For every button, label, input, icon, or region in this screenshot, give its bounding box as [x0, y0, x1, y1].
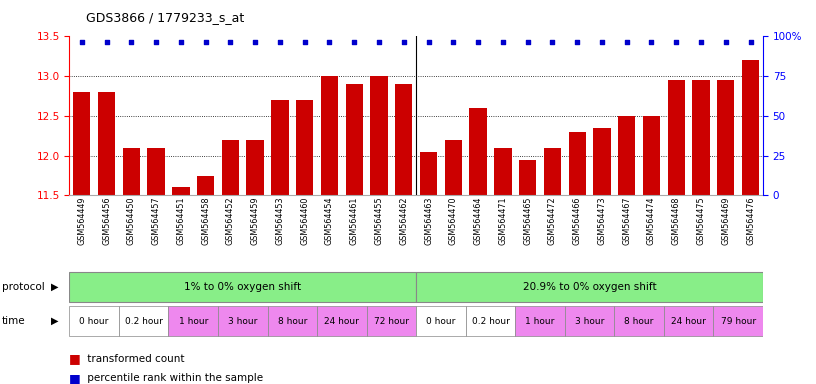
- Text: protocol: protocol: [2, 282, 44, 292]
- FancyBboxPatch shape: [268, 306, 317, 336]
- Text: time: time: [2, 316, 25, 326]
- Bar: [98, 92, 115, 195]
- Bar: [618, 116, 636, 195]
- Point: [348, 39, 361, 45]
- Point: [570, 39, 583, 45]
- Text: 1 hour: 1 hour: [179, 316, 208, 326]
- FancyBboxPatch shape: [317, 306, 366, 336]
- Point: [744, 39, 757, 45]
- FancyBboxPatch shape: [218, 306, 268, 336]
- FancyBboxPatch shape: [515, 306, 565, 336]
- Point: [645, 39, 658, 45]
- Point: [273, 39, 286, 45]
- Point: [670, 39, 683, 45]
- Text: 0 hour: 0 hour: [79, 316, 109, 326]
- FancyBboxPatch shape: [416, 272, 763, 303]
- Point: [149, 39, 162, 45]
- Text: 0.2 hour: 0.2 hour: [125, 316, 162, 326]
- FancyBboxPatch shape: [664, 306, 713, 336]
- Point: [175, 39, 188, 45]
- Bar: [271, 100, 289, 195]
- Bar: [321, 76, 338, 195]
- Point: [298, 39, 311, 45]
- Text: 3 hour: 3 hour: [228, 316, 257, 326]
- FancyBboxPatch shape: [416, 306, 466, 336]
- Point: [397, 39, 410, 45]
- Text: ▶: ▶: [51, 282, 58, 292]
- Bar: [296, 100, 313, 195]
- Text: 24 hour: 24 hour: [672, 316, 706, 326]
- Bar: [172, 187, 189, 195]
- Point: [719, 39, 732, 45]
- Text: 20.9% to 0% oxygen shift: 20.9% to 0% oxygen shift: [523, 282, 656, 292]
- Bar: [569, 132, 586, 195]
- Bar: [122, 148, 140, 195]
- Text: 24 hour: 24 hour: [325, 316, 359, 326]
- Point: [249, 39, 262, 45]
- Point: [372, 39, 385, 45]
- Bar: [469, 108, 487, 195]
- Bar: [519, 160, 536, 195]
- FancyBboxPatch shape: [69, 306, 119, 336]
- FancyBboxPatch shape: [69, 272, 416, 303]
- Text: ▶: ▶: [51, 316, 58, 326]
- FancyBboxPatch shape: [466, 306, 515, 336]
- Point: [323, 39, 336, 45]
- FancyBboxPatch shape: [614, 306, 664, 336]
- Bar: [494, 148, 512, 195]
- Point: [521, 39, 534, 45]
- Point: [447, 39, 460, 45]
- Bar: [692, 80, 710, 195]
- Text: ■: ■: [69, 372, 81, 384]
- Bar: [73, 92, 91, 195]
- Point: [422, 39, 435, 45]
- Bar: [593, 128, 610, 195]
- FancyBboxPatch shape: [565, 306, 614, 336]
- Text: transformed count: transformed count: [84, 354, 184, 364]
- Point: [694, 39, 707, 45]
- Bar: [197, 175, 215, 195]
- Bar: [667, 80, 685, 195]
- Text: ■: ■: [69, 353, 81, 366]
- Bar: [370, 76, 388, 195]
- Text: percentile rank within the sample: percentile rank within the sample: [84, 373, 264, 383]
- Bar: [395, 84, 412, 195]
- Point: [100, 39, 113, 45]
- Bar: [420, 152, 437, 195]
- Bar: [643, 116, 660, 195]
- Text: 8 hour: 8 hour: [277, 316, 307, 326]
- FancyBboxPatch shape: [713, 306, 763, 336]
- Text: 79 hour: 79 hour: [721, 316, 756, 326]
- FancyBboxPatch shape: [366, 306, 416, 336]
- Text: 0.2 hour: 0.2 hour: [472, 316, 509, 326]
- Point: [620, 39, 633, 45]
- Point: [224, 39, 237, 45]
- Bar: [445, 140, 462, 195]
- Bar: [148, 148, 165, 195]
- Point: [75, 39, 88, 45]
- Text: 8 hour: 8 hour: [624, 316, 654, 326]
- Text: 3 hour: 3 hour: [575, 316, 604, 326]
- Bar: [345, 84, 363, 195]
- Text: 1% to 0% oxygen shift: 1% to 0% oxygen shift: [184, 282, 301, 292]
- Point: [546, 39, 559, 45]
- Bar: [742, 60, 759, 195]
- Text: 1 hour: 1 hour: [526, 316, 555, 326]
- FancyBboxPatch shape: [119, 306, 168, 336]
- Text: 72 hour: 72 hour: [374, 316, 409, 326]
- Point: [125, 39, 138, 45]
- Text: GDS3866 / 1779233_s_at: GDS3866 / 1779233_s_at: [86, 12, 244, 25]
- Point: [496, 39, 509, 45]
- Point: [596, 39, 609, 45]
- Point: [472, 39, 485, 45]
- Point: [199, 39, 212, 45]
- Bar: [543, 148, 561, 195]
- Bar: [717, 80, 734, 195]
- Bar: [222, 140, 239, 195]
- Bar: [246, 140, 264, 195]
- FancyBboxPatch shape: [168, 306, 218, 336]
- Text: 0 hour: 0 hour: [426, 316, 455, 326]
